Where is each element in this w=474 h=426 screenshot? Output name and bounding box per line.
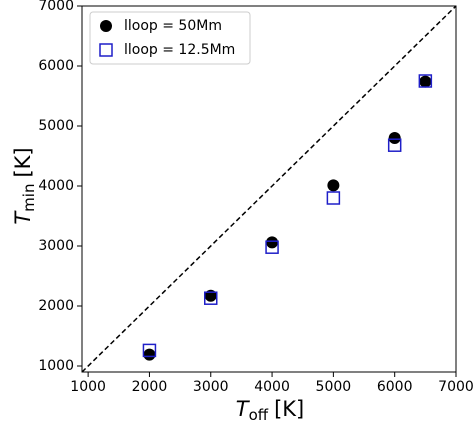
x-tick-label: 7000	[438, 379, 474, 395]
data-point	[142, 343, 157, 358]
y-tick-label: 5000	[38, 118, 74, 134]
legend-box	[89, 11, 251, 65]
x-tick-label: 4000	[254, 379, 290, 395]
y-label-subscript: min	[20, 184, 38, 212]
legend-marker	[99, 43, 113, 57]
data-point	[266, 236, 279, 249]
data-point	[387, 138, 402, 152]
data-point	[326, 191, 341, 205]
y-tick-label: 1000	[38, 358, 74, 374]
y-tick-label: 4000	[38, 178, 74, 194]
legend-label: lloop = 50Mm	[124, 18, 222, 34]
data-point	[388, 132, 401, 144]
y-tick-label: 3000	[38, 238, 74, 254]
x-label-unit: [K]	[274, 397, 304, 421]
data-point	[327, 179, 340, 192]
y-tick-label: 7000	[38, 0, 74, 14]
x-axis-label: Toff [K]	[236, 397, 305, 424]
data-point	[418, 74, 433, 88]
data-point	[419, 75, 432, 88]
y-label-unit: [K]	[11, 147, 35, 177]
x-label-symbol: T	[236, 397, 251, 421]
x-tick-label: 2000	[132, 379, 168, 395]
x-tick-label: 5000	[316, 379, 352, 395]
y-axis-label: Tmin [K]	[11, 147, 38, 224]
data-point	[143, 348, 156, 361]
legend-label: lloop = 12.5Mm	[124, 42, 235, 58]
x-tick-label: 3000	[193, 379, 229, 395]
x-tick-label: 1000	[70, 379, 106, 395]
y-tick-label: 2000	[38, 298, 74, 314]
data-point	[265, 240, 279, 254]
data-point	[204, 291, 218, 305]
y-tick-label: 6000	[38, 58, 74, 74]
diagonal-reference	[81, 5, 457, 373]
x-tick-label: 6000	[377, 379, 413, 395]
plot-frame	[81, 5, 457, 373]
y-label-symbol: T	[11, 210, 35, 225]
legend-marker	[100, 20, 112, 32]
x-label-subscript: off	[249, 406, 269, 424]
